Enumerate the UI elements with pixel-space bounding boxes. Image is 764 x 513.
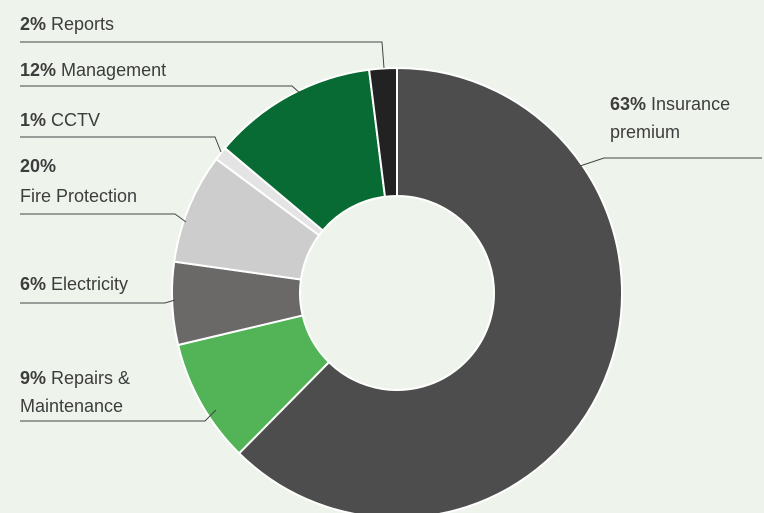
leader-line bbox=[20, 85, 302, 95]
slice-percent: 2% bbox=[20, 14, 46, 34]
leader-line bbox=[20, 409, 217, 422]
slice-management bbox=[223, 68, 387, 232]
slice-percent: 12% bbox=[20, 60, 56, 80]
slice-percent: 20% bbox=[20, 156, 56, 176]
leader-line bbox=[20, 213, 187, 223]
slice-name: Fire Protection bbox=[20, 186, 137, 206]
slice-name: CCTV bbox=[46, 110, 100, 130]
leader-line bbox=[20, 41, 385, 69]
leader-lines bbox=[20, 41, 762, 422]
slice-percent: 63% bbox=[610, 94, 646, 114]
slice-name: Management bbox=[56, 60, 166, 80]
slice-name: Reports bbox=[46, 14, 114, 34]
slice-insurance-premium bbox=[237, 66, 623, 513]
slice-name: Insurance bbox=[646, 94, 730, 114]
slice-percent: 6% bbox=[20, 274, 46, 294]
slice-label: 20% Fire Protection bbox=[20, 156, 137, 206]
slice-name: Repairs & bbox=[46, 368, 130, 388]
slice-label: 9% Repairs & Maintenance bbox=[20, 368, 130, 416]
slice-label: 1% CCTV bbox=[20, 110, 100, 130]
leader-line bbox=[20, 299, 176, 304]
leader-line bbox=[20, 136, 222, 153]
slice-label: 2% Reports bbox=[20, 14, 114, 34]
slice-name: Maintenance bbox=[20, 396, 123, 416]
slice-label: 12% Management bbox=[20, 60, 166, 80]
slice-name: Electricity bbox=[46, 274, 128, 294]
donut-slices bbox=[171, 66, 623, 513]
slice-percent: 1% bbox=[20, 110, 46, 130]
slice-label: 6% Electricity bbox=[20, 274, 128, 294]
slice-label: 63% Insurance premium bbox=[610, 94, 730, 142]
slice-labels: 63% Insurance premium 9% Repairs & Maintena… bbox=[20, 14, 730, 416]
slice-name: premium bbox=[610, 122, 680, 142]
slice-percent: 9% bbox=[20, 368, 46, 388]
leader-line bbox=[579, 157, 762, 167]
slice-reports bbox=[367, 66, 398, 198]
